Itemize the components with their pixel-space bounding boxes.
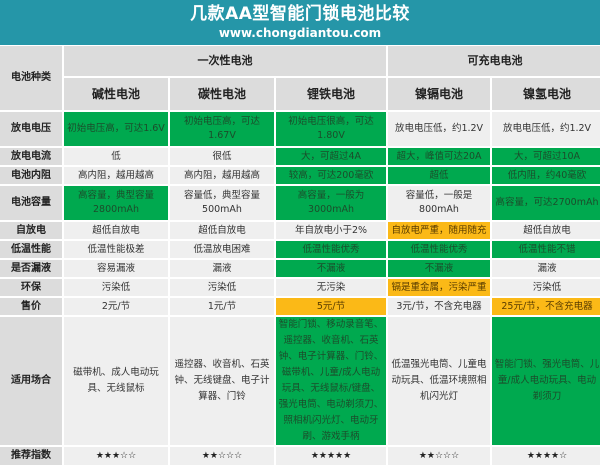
table-cell: 遥控器、收音机、石英钟、无线键盘、电子计算器、门铃 — [170, 317, 274, 445]
table-cell: 不漏液 — [388, 260, 491, 277]
column-header-lithium-iron: 锂铁电池 — [276, 78, 387, 110]
table-cell: 低温强光电筒、儿童电动玩具、低温环境照相机闪光灯 — [388, 317, 491, 445]
table-cell: 5元/节 — [276, 298, 387, 315]
table-cell: 污染低 — [170, 279, 274, 296]
corner-label: 电池种类 — [0, 46, 62, 110]
group-header-primary: 一次性电池 — [64, 46, 387, 76]
row-label: 适用场合 — [0, 317, 62, 445]
table-cell: 低温性能极差 — [64, 241, 168, 258]
table-row-internal-resistance: 电池内阻 高内阻，越用越高 高内阻，越用越高 较高，可达200毫欧 超低 低内阻，约40毫… — [0, 167, 600, 184]
column-header-nimh: 镍氢电池 — [492, 78, 600, 110]
table-cell: 污染低 — [492, 279, 600, 296]
star-rating: ★★★★☆ — [492, 447, 600, 465]
table-cell: 无污染 — [276, 279, 387, 296]
table-cell: 超低自放电 — [492, 222, 600, 239]
table-cell: 初始电压高，可达1.6V — [64, 112, 168, 146]
star-rating: ★★☆☆☆ — [388, 447, 491, 465]
table-cell: 超大，峰值可达20A — [388, 148, 491, 165]
row-label: 推荐指数 — [0, 447, 62, 465]
star-rating: ★★★☆☆ — [64, 447, 168, 465]
table-cell: 镉是重金属，污染严重 — [388, 279, 491, 296]
table-cell: 1元/节 — [170, 298, 274, 315]
table-cell: 高容量，一般为3000mAh — [276, 186, 387, 220]
table-cell: 容易漏液 — [64, 260, 168, 277]
table-cell: 超低自放电 — [64, 222, 168, 239]
star-rating: ★★☆☆☆ — [170, 447, 274, 465]
table-cell: 高内阻，越用越高 — [64, 167, 168, 184]
row-label: 售价 — [0, 298, 62, 315]
table-cell: 25元/节，不含充电器 — [492, 298, 600, 315]
table-cell: 超低自放电 — [170, 222, 274, 239]
table-cell: 高容量，典型容量2800mAh — [64, 186, 168, 220]
row-label: 电池容量 — [0, 186, 62, 220]
table-row-discharge-current: 放电电流低很低 大，可超过4A 超大，峰值可达20A 大，可超过10A — [0, 148, 600, 165]
table-cell: 大，可超过10A — [492, 148, 600, 165]
table-cell: 低温性能优秀 — [388, 241, 491, 258]
table-cell: 漏液 — [492, 260, 600, 277]
table-cell: 低 — [64, 148, 168, 165]
table-cell: 不漏液 — [276, 260, 387, 277]
table-cell: 高内阻，越用越高 — [170, 167, 274, 184]
table-cell: 污染低 — [64, 279, 168, 296]
column-header-alkaline: 碱性电池 — [64, 78, 168, 110]
row-label: 电池内阻 — [0, 167, 62, 184]
table-cell: 低温性能优秀 — [276, 241, 387, 258]
page-header: 几款AA型智能门锁电池比较 www.chongdiantou.com — [0, 0, 600, 45]
row-label: 是否漏液 — [0, 260, 62, 277]
table-cell: 年自放电小于2% — [276, 222, 387, 239]
table-cell: 低内阻，约40毫欧 — [492, 167, 600, 184]
table-cell: 3元/节，不含充电器 — [388, 298, 491, 315]
table-cell: 智能门锁、移动录音笔、遥控器、收音机、石英钟、电子计算器、门铃、磁带机、儿童/成… — [276, 317, 387, 445]
star-rating: ★★★★★ — [276, 447, 387, 465]
table-cell: 放电电压低，约1.2V — [492, 112, 600, 146]
table-cell: 自放电严重，随用随充 — [388, 222, 491, 239]
page-title: 几款AA型智能门锁电池比较 — [190, 4, 410, 24]
row-label: 自放电 — [0, 222, 62, 239]
table-cell: 低温放电困难 — [170, 241, 274, 258]
table-row-price: 售价 2元/节 1元/节 5元/节 3元/节，不含充电器 25元/节，不含充电器 — [0, 298, 600, 315]
site-url: www.chongdiantou.com — [218, 26, 382, 40]
table-row-leakage: 是否漏液 容易漏液 漏液 不漏液 不漏液 漏液 — [0, 260, 600, 277]
table-cell: 磁带机、成人电动玩具、无线鼠标 — [64, 317, 168, 445]
table-cell: 大，可超过4A — [276, 148, 387, 165]
table-cell: 放电电压低，约1.2V — [388, 112, 491, 146]
table-row-low-temp-performance: 低温性能 低温性能极差 低温放电困难 低温性能优秀 低温性能优秀 低温性能不错 — [0, 241, 600, 258]
table-row-discharge-voltage: 放电电压 初始电压高，可达1.6V 初始电压高，可达1.67V 初始电压很高，可达1.… — [0, 112, 600, 146]
row-label: 环保 — [0, 279, 62, 296]
group-header-rechargeable: 可充电电池 — [388, 46, 600, 76]
table-cell: 很低 — [170, 148, 274, 165]
table-cell: 较高，可达200毫欧 — [276, 167, 387, 184]
table-cell: 低温性能不错 — [492, 241, 600, 258]
column-header-nicd: 镍镉电池 — [388, 78, 491, 110]
table-cell: 2元/节 — [64, 298, 168, 315]
table-row-self-discharge: 自放电 超低自放电 超低自放电 年自放电小于2% 自放电严重，随用随充 超低自放电 — [0, 222, 600, 239]
table-row-rating: 推荐指数 ★★★☆☆ ★★☆☆☆ ★★★★★ ★★☆☆☆ ★★★★☆ — [0, 447, 600, 465]
table-cell: 容量低，一般是800mAh — [388, 186, 491, 220]
table-cell: 漏液 — [170, 260, 274, 277]
row-label: 放电电压 — [0, 112, 62, 146]
row-label: 低温性能 — [0, 241, 62, 258]
column-header-carbon: 碳性电池 — [170, 78, 274, 110]
table-cell: 智能门锁、强光电筒、儿童/成人电动玩具、电动剃须刀 — [492, 317, 600, 445]
table-cell: 高容量，可达2700mAh — [492, 186, 600, 220]
table-row-capacity: 电池容量 高容量，典型容量2800mAh 容量低，典型容量500mAh 高容量，一般为… — [0, 186, 600, 220]
table-cell: 超低 — [388, 167, 491, 184]
row-label: 放电电流 — [0, 148, 62, 165]
table-cell: 容量低，典型容量500mAh — [170, 186, 274, 220]
table-cell: 初始电压很高，可达1.80V — [276, 112, 387, 146]
table-cell: 初始电压高，可达1.67V — [170, 112, 274, 146]
table-row-applications: 适用场合 磁带机、成人电动玩具、无线鼠标 遥控器、收音机、石英钟、无线键盘、电子计算… — [0, 317, 600, 445]
table-row-environmental: 环保 污染低 污染低 无污染 镉是重金属，污染严重 污染低 — [0, 279, 600, 296]
battery-comparison-table: 电池种类 一次性电池 可充电电池 碱性电池 碳性电池 锂铁电池 镍镉电池 镍氢电… — [0, 44, 600, 467]
